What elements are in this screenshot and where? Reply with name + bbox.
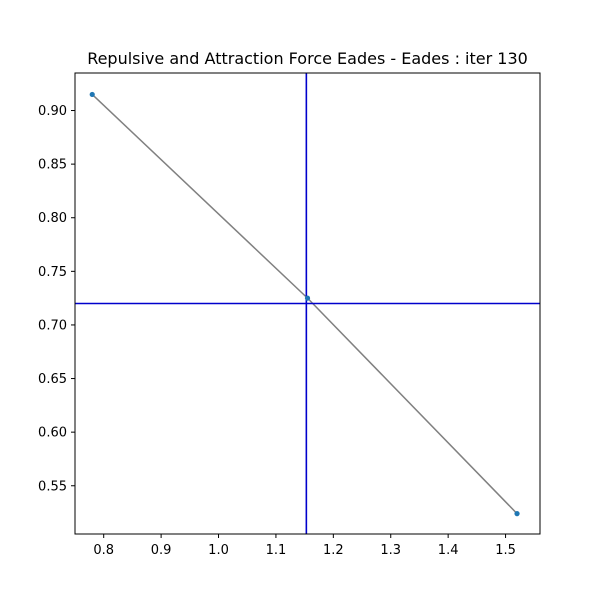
x-tick-label: 1.3 xyxy=(380,543,401,558)
graph-edge-0 xyxy=(91,93,309,299)
graph-node-0 xyxy=(89,91,95,98)
x-tick-label: 1.4 xyxy=(438,543,459,558)
y-tick-label: 0.90 xyxy=(38,104,67,119)
x-tick-label: 1.5 xyxy=(495,543,516,558)
axes-frame xyxy=(74,72,541,535)
x-tick-label: 0.8 xyxy=(93,543,114,558)
plot-area xyxy=(75,73,540,534)
y-tick-label: 0.85 xyxy=(38,158,67,173)
y-axis: 0.55 0.60 0.65 0.70 0.75 0.80 0.85 0.90 xyxy=(38,104,75,494)
x-tick-label: 1.2 xyxy=(323,543,344,558)
x-tick-label: 1.1 xyxy=(266,543,287,558)
graph-node-2 xyxy=(514,511,520,517)
y-tick-label: 0.80 xyxy=(38,211,67,226)
x-tick-label: 0.9 xyxy=(151,543,172,558)
y-tick-label: 0.75 xyxy=(38,265,67,280)
y-tick-label: 0.70 xyxy=(38,318,67,333)
graph-node-1 xyxy=(304,295,311,301)
y-tick-label: 0.55 xyxy=(38,479,67,494)
chart-title: Repulsive and Attraction Force Eades - E… xyxy=(87,49,528,68)
graph-edge-1 xyxy=(306,297,518,515)
y-tick-label: 0.65 xyxy=(38,372,67,387)
y-tick-label: 0.60 xyxy=(38,426,67,441)
x-tick-label: 1.0 xyxy=(208,543,229,558)
x-axis: 0.8 0.9 1.0 1.1 1.2 1.3 1.4 1.5 xyxy=(93,534,516,558)
